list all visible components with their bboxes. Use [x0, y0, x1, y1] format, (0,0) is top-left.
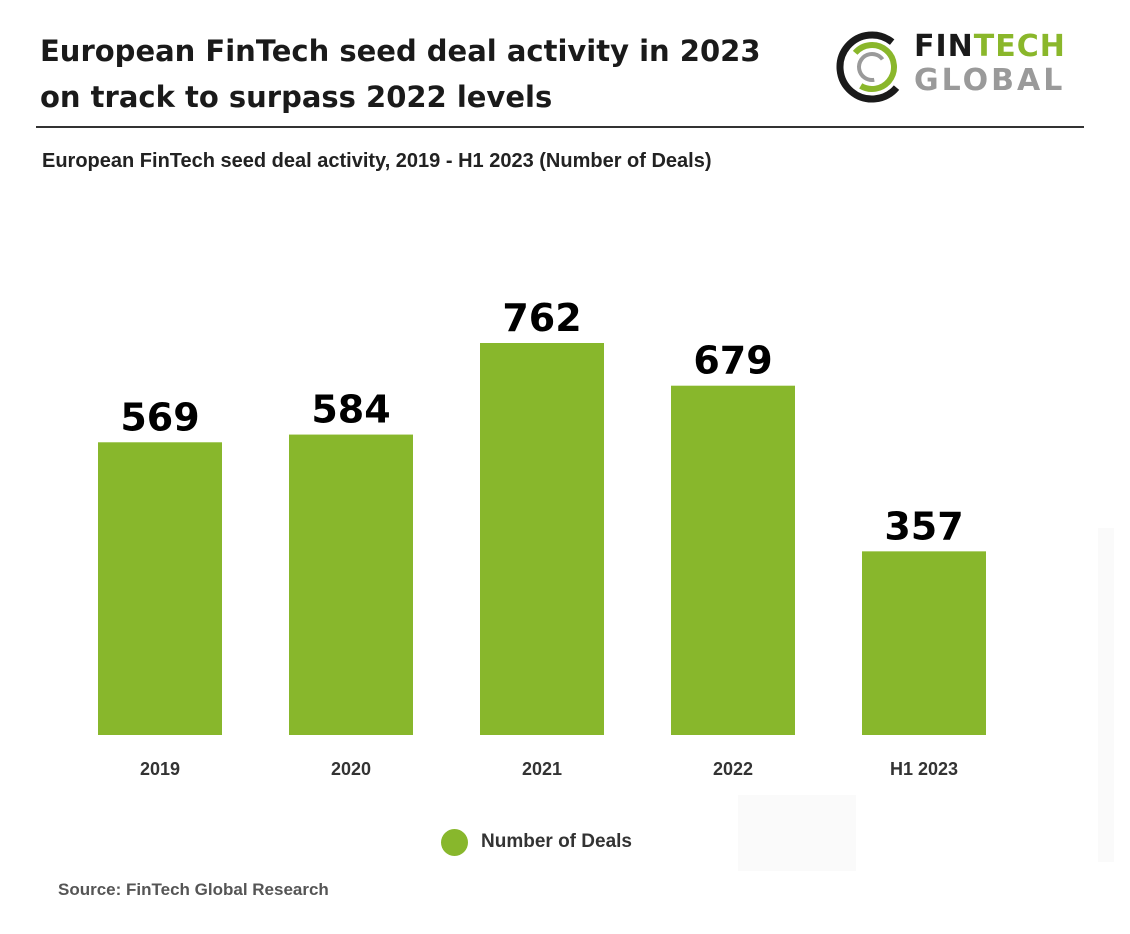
- x-tick-label: 2020: [331, 759, 371, 779]
- data-label: 762: [502, 296, 581, 340]
- legend-label: Number of Deals: [481, 831, 632, 852]
- bar-2020: [289, 434, 413, 735]
- bar-2019: [98, 442, 222, 735]
- bar-2022: [671, 385, 795, 735]
- headline-line-1: European FinTech seed deal activity in 2…: [40, 34, 761, 68]
- legend-swatch: [441, 828, 468, 856]
- background-patch: [1098, 528, 1114, 862]
- data-label: 569: [120, 395, 199, 439]
- logo-wordmark: FINTECH GLOBAL: [914, 30, 1066, 98]
- logo-word-tech: TECH: [973, 29, 1066, 64]
- fintech-global-logo: FINTECH GLOBAL: [834, 28, 1084, 108]
- logo-word-fin: FIN: [914, 29, 974, 64]
- x-tick-label: 2022: [713, 759, 753, 779]
- data-label: 357: [884, 504, 963, 548]
- x-tick-label: 2021: [522, 759, 562, 779]
- bar-2021: [480, 343, 604, 735]
- data-label: 584: [311, 388, 390, 432]
- header-divider: [36, 126, 1084, 128]
- logo-ring-icon: [836, 31, 908, 103]
- data-label: 679: [693, 339, 772, 383]
- chart-subtitle: European FinTech seed deal activity, 201…: [42, 150, 712, 172]
- headline-line-2: on track to surpass 2022 levels: [40, 80, 553, 114]
- x-tick-label: 2019: [140, 759, 180, 779]
- source-note: Source: FinTech Global Research: [58, 880, 329, 899]
- chart-legend: Number of Deals: [441, 828, 632, 856]
- headline: European FinTech seed deal activity in 2…: [40, 28, 800, 120]
- background-patch: [738, 795, 856, 871]
- bar-h1-2023: [862, 551, 986, 735]
- logo-word-global: GLOBAL: [914, 63, 1066, 98]
- x-tick-label: H1 2023: [890, 759, 958, 779]
